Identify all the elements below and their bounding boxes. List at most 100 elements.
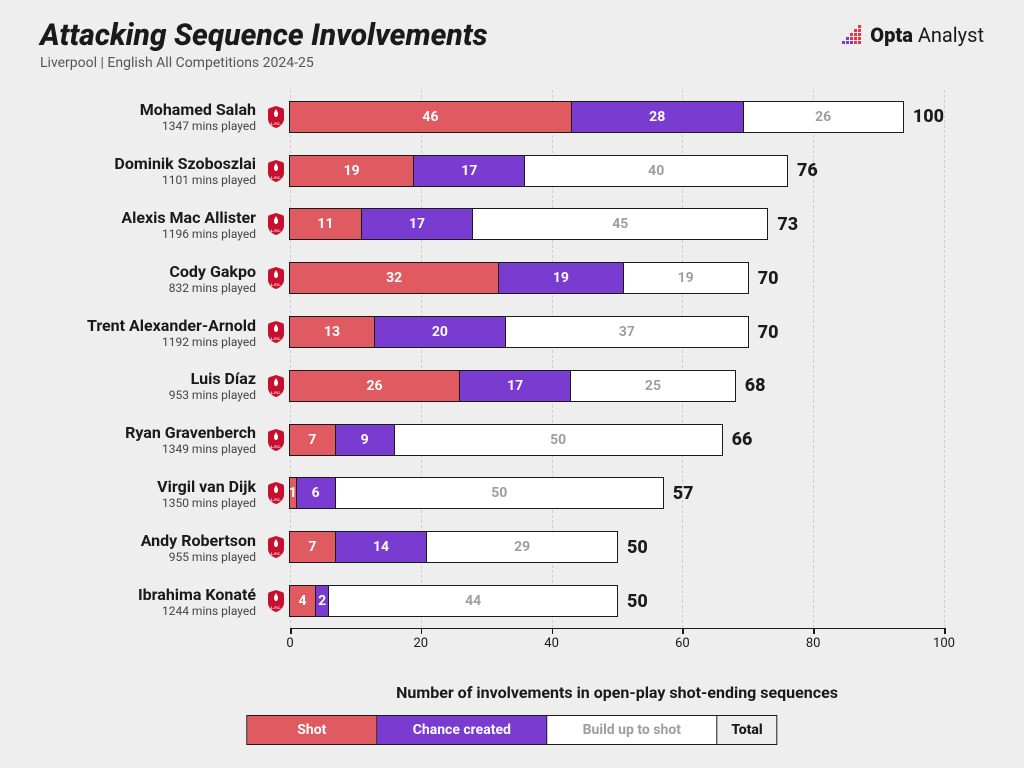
total-value: 66 (732, 429, 753, 450)
bar-segment-shot: 11 (290, 209, 362, 239)
bar-segment-shot: 19 (290, 156, 414, 186)
brand-name-main: Opta (870, 23, 913, 47)
bar-segment-shot: 4 (290, 586, 316, 616)
player-name: Andy Robertson (40, 531, 256, 550)
grid-line (944, 90, 945, 628)
bar-segment-chance: 20 (375, 317, 506, 347)
bar-cell: 462826 100 (290, 90, 944, 144)
player-name: Trent Alexander-Arnold (40, 316, 256, 335)
tick-label: 0 (286, 636, 293, 651)
stacked-bar: 261725 (290, 371, 735, 401)
player-row: Alexis Mac Allister1196 mins playedL.F.C… (40, 198, 944, 252)
player-row: Virgil van Dijk1350 mins playedL.F.C.165… (40, 467, 944, 521)
tick-label: 40 (544, 636, 559, 651)
bar-segment-shot: 7 (290, 532, 336, 562)
player-name: Alexis Mac Allister (40, 208, 256, 227)
player-mins: 1101 mins played (40, 173, 256, 187)
tick-mark (421, 628, 423, 634)
legend-shot: Shot (247, 716, 377, 744)
player-mins: 1192 mins played (40, 335, 256, 349)
player-label: Trent Alexander-Arnold1192 mins played (40, 316, 262, 349)
bar-segment-buildup: 37 (506, 317, 748, 347)
brand-name: Opta Analyst (870, 23, 984, 47)
player-name: Virgil van Dijk (40, 477, 256, 496)
legend-total: Total (717, 716, 776, 744)
bar-segment-chance: 19 (499, 263, 623, 293)
player-label: Cody Gakpo832 mins played (40, 262, 262, 295)
player-label: Alexis Mac Allister1196 mins played (40, 208, 262, 241)
bar-segment-chance: 17 (460, 371, 571, 401)
bar-segment-chance: 17 (362, 209, 473, 239)
bar-segment-chance: 9 (336, 425, 395, 455)
total-value: 68 (745, 375, 766, 396)
player-name: Ibrahima Konaté (40, 585, 256, 604)
club-crest-icon: L.F.C. (262, 105, 290, 129)
club-crest-icon: L.F.C. (262, 428, 290, 452)
tick-mark (944, 628, 946, 634)
legend-chance: Chance created (377, 716, 547, 744)
player-label: Virgil van Dijk1350 mins played (40, 477, 262, 510)
player-row: Ibrahima Konaté1244 mins playedL.F.C.424… (40, 574, 944, 628)
x-axis-title: Number of involvements in open-play shot… (250, 683, 984, 702)
bar-segment-shot: 46 (290, 102, 572, 132)
total-value: 50 (627, 537, 648, 558)
rows-container: Mohamed Salah1347 mins playedL.F.C.46282… (40, 90, 944, 628)
bar-cell: 261725 68 (290, 359, 944, 413)
player-mins: 832 mins played (40, 281, 256, 295)
total-value: 100 (913, 106, 944, 127)
bar-cell: 795066 (290, 413, 944, 467)
club-crest-icon: L.F.C. (262, 266, 290, 290)
stacked-bar: 4244 (290, 586, 617, 616)
player-name: Ryan Gravenberch (40, 423, 256, 442)
player-row: Ryan Gravenberch1349 mins played L.F.C. 79… (40, 413, 944, 467)
total-value: 73 (777, 214, 798, 235)
bar-cell: 424450 (290, 574, 944, 628)
bar-segment-shot: 13 (290, 317, 375, 347)
x-axis: 020406080100 (290, 628, 944, 658)
player-mins: 1349 mins played (40, 442, 256, 456)
player-name: Luis Díaz (40, 369, 256, 388)
chart-area: Mohamed Salah1347 mins playedL.F.C.46282… (40, 90, 984, 658)
stacked-bar: 132037 (290, 317, 748, 347)
total-value: 76 (797, 160, 818, 181)
player-row: Luis Díaz953 mins playedL.F.C.26172568 (40, 359, 944, 413)
player-mins: 1244 mins played (40, 604, 256, 618)
tick-label: 80 (806, 636, 821, 651)
tick-label: 20 (413, 636, 428, 651)
tick-mark (290, 628, 292, 634)
tick-label: 100 (933, 636, 955, 651)
tick-label: 60 (675, 636, 690, 651)
bar-segment-buildup: 44 (329, 586, 617, 616)
bar-segment-chance: 2 (316, 586, 329, 616)
stacked-bar: 321919 (290, 263, 748, 293)
player-label: Andy Robertson955 mins played (40, 531, 262, 564)
player-mins: 1347 mins played (40, 119, 256, 133)
bar-segment-buildup: 19 (624, 263, 748, 293)
bar-segment-chance: 17 (414, 156, 525, 186)
bar-segment-chance: 6 (297, 478, 336, 508)
x-axis-line (290, 628, 944, 629)
club-crest-icon: L.F.C. (262, 374, 290, 398)
bar-cell: 11174573 (290, 198, 944, 252)
player-label: Ryan Gravenberch1349 mins played (40, 423, 262, 456)
player-mins: 1350 mins played (40, 496, 256, 510)
tick-mark (682, 628, 684, 634)
svg-text:L.F.C.: L.F.C. (271, 121, 281, 126)
club-crest-icon: L.F.C. (262, 481, 290, 505)
player-label: Mohamed Salah1347 mins played (40, 100, 262, 133)
svg-text:L.F.C.: L.F.C. (271, 444, 281, 449)
bar-segment-chance: 14 (336, 532, 428, 562)
bar-segment-buildup: 26 (744, 102, 903, 132)
bar-segment-chance: 28 (572, 102, 744, 132)
player-label: Ibrahima Konaté1244 mins played (40, 585, 262, 618)
total-value: 57 (673, 483, 694, 504)
tick-mark (813, 628, 815, 634)
bar-segment-shot: 32 (290, 263, 499, 293)
club-crest-icon: L.F.C. (262, 320, 290, 344)
player-row: Mohamed Salah1347 mins played L.F.C. 46282… (40, 90, 944, 144)
club-crest-icon: L.F.C. (262, 535, 290, 559)
bar-segment-buildup: 40 (525, 156, 787, 186)
svg-text:L.F.C.: L.F.C. (271, 175, 281, 180)
player-row: Cody Gakpo832 mins playedL.F.C.32191970 (40, 251, 944, 305)
stacked-bar: 191740 (290, 156, 787, 186)
